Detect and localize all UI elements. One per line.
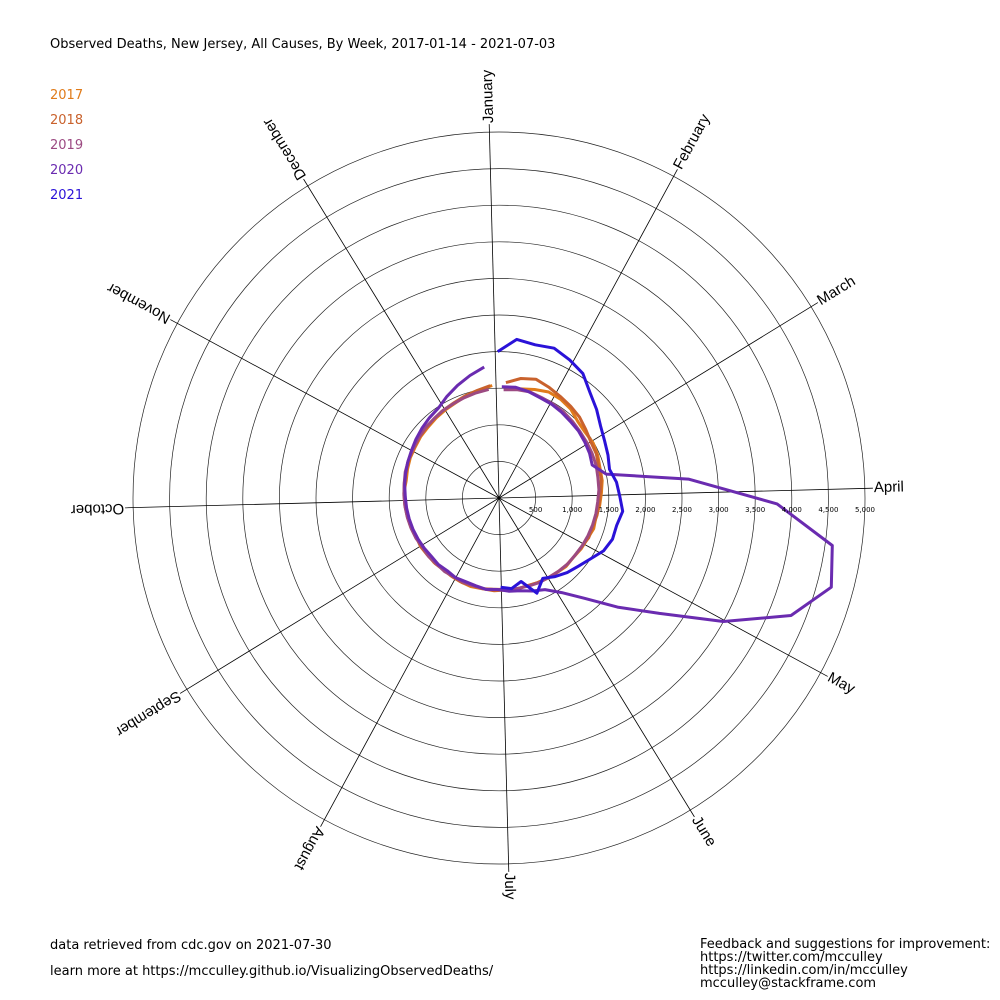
spoke-august [321,498,499,827]
month-label-january: January [479,69,497,123]
learn-more-text: learn more at https://mcculley.github.io… [50,964,493,980]
spoke-december [304,179,499,498]
spoke-june [499,498,694,817]
spoke-july [499,498,509,872]
radial-tick-label-9: 5,000 [855,506,875,514]
month-label-april: April [874,478,904,496]
radial-tick-label-0: 500 [529,506,542,514]
radial-tick-label-4: 2,500 [672,506,692,514]
month-label-february: February [670,111,714,172]
spoke-october [125,498,499,508]
footer-right: Feedback and suggestions for improvement… [700,938,990,990]
email-link[interactable]: mcculley@stackframe.com [700,977,990,990]
month-label-december: December [259,115,310,183]
axis-labels: January February March April May June July Augu… [71,69,905,900]
month-label-november: November [104,279,173,327]
radial-tick-label-1: 1,000 [562,506,582,514]
spoke-january [489,124,499,498]
month-label-march: March [814,273,858,309]
month-label-july: July [501,873,519,901]
spoke-april [499,488,873,498]
radial-tick-label-3: 2,000 [635,506,655,514]
spoke-september [180,498,499,693]
radial-tick-label-7: 4,000 [782,506,802,514]
spoke-may [499,498,828,676]
radial-tick-label-2: 1,500 [599,506,619,514]
month-label-august: August [290,824,328,874]
data-source-text: data retrieved from cdc.gov on 2021-07-3… [50,938,493,954]
month-label-september: September [113,687,184,740]
footer-left: data retrieved from cdc.gov on 2021-07-3… [50,938,493,990]
month-label-october: October [71,500,125,518]
spoke-november [170,320,499,498]
month-label-june: June [688,813,719,850]
month-label-may: May [825,669,858,698]
radial-tick-label-5: 3,000 [709,506,729,514]
radial-tick-label-6: 3,500 [745,506,765,514]
radial-tick-label-8: 4,500 [818,506,838,514]
